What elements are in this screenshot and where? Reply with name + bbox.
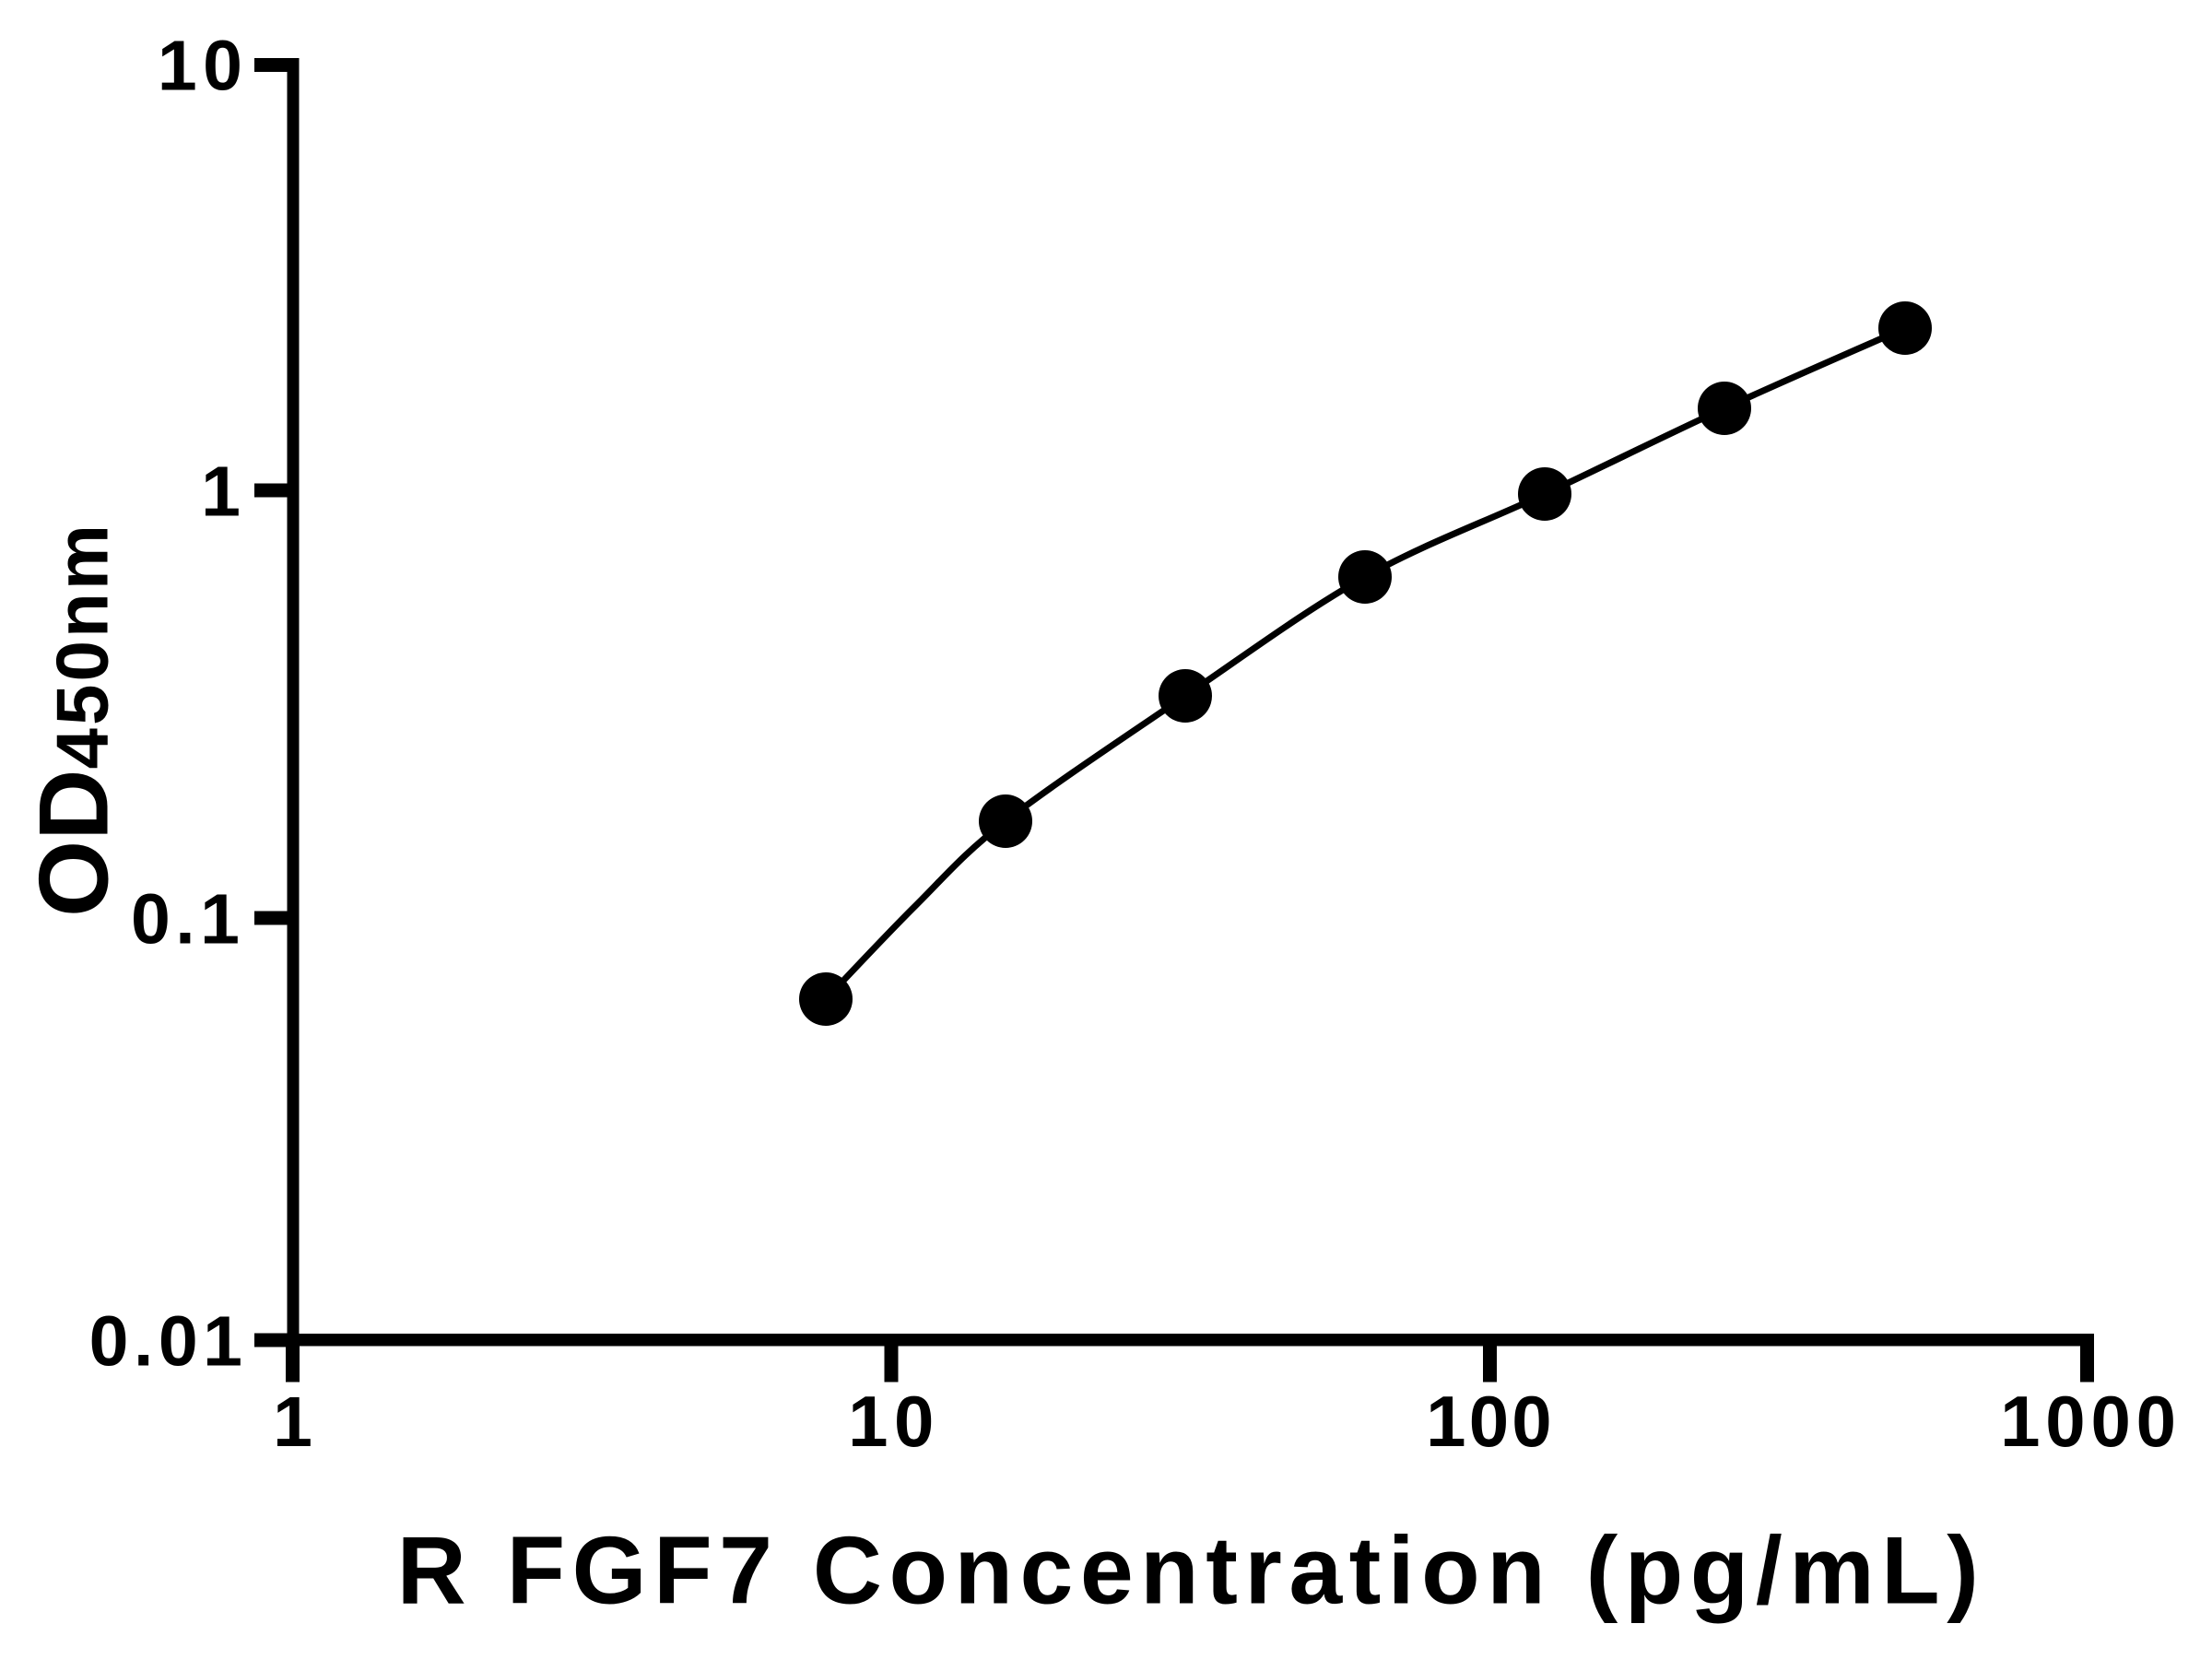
svg-text:10: 10 (848, 1381, 940, 1462)
svg-text:R FGF7 Concentration (pg/mL): R FGF7 Concentration (pg/mL) (397, 1518, 1986, 1625)
svg-text:100: 100 (1426, 1381, 1555, 1462)
svg-text:0.1: 0.1 (131, 880, 245, 959)
svg-text:1: 1 (201, 453, 241, 532)
svg-text:0.01: 0.01 (89, 1302, 248, 1382)
svg-text:1: 1 (273, 1382, 312, 1462)
svg-text:10: 10 (158, 27, 249, 106)
svg-text:OD450nm: OD450nm (18, 522, 129, 917)
svg-text:1000: 1000 (2000, 1381, 2182, 1462)
